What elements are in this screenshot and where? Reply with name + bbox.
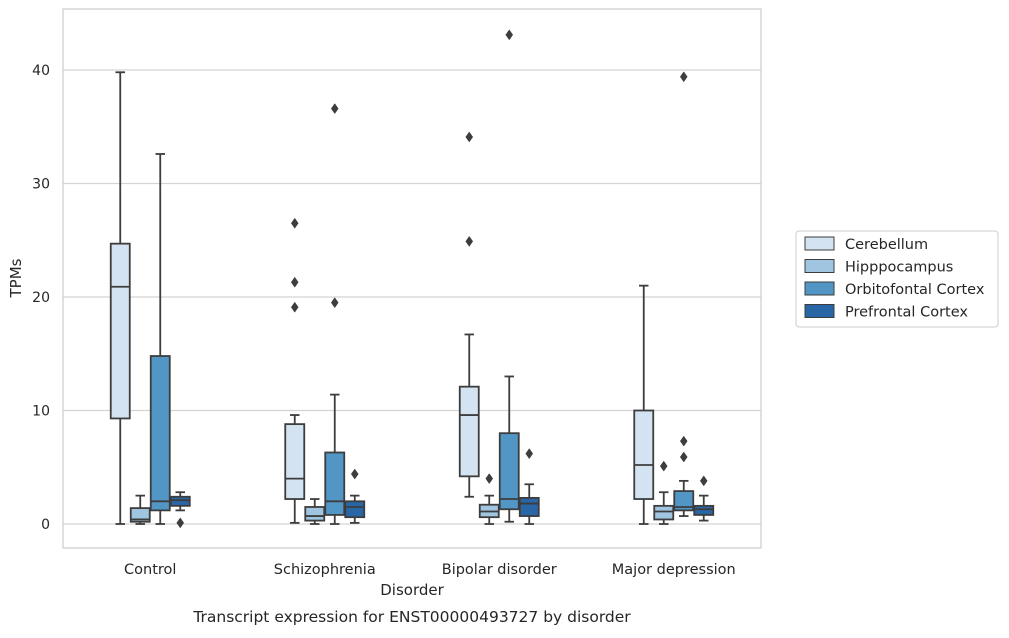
- outlier-point: [330, 297, 339, 309]
- iqr-box: [284, 423, 306, 500]
- y-tick-label: 0: [41, 517, 50, 533]
- x-tick-label: Schizophrenia: [274, 562, 376, 578]
- iqr-box: [653, 504, 675, 521]
- box-hipppocampus: [478, 473, 500, 525]
- legend-swatch: [804, 304, 835, 318]
- box-hipppocampus: [129, 494, 151, 525]
- box-cerebellum: [284, 217, 306, 524]
- outlier-point: [176, 517, 185, 529]
- outlier-point: [465, 131, 474, 143]
- iqr-box: [109, 242, 131, 420]
- legend-frame: [795, 230, 999, 328]
- outlier-point: [679, 435, 688, 447]
- y-tick-label: 30: [32, 177, 50, 193]
- iqr-box: [149, 355, 171, 512]
- y-tick-labels: 0 10 20 30 40: [32, 63, 50, 533]
- y-axis-label: TPMs: [7, 258, 25, 298]
- legend: Cerebellum Hipppocampus Orbitofontal Corte…: [795, 230, 999, 328]
- box-cerebellum: [109, 71, 131, 525]
- y-tick-label: 20: [32, 290, 50, 306]
- outlier-point: [290, 276, 299, 288]
- box-cerebellum: [633, 284, 655, 525]
- iqr-box: [169, 495, 191, 507]
- outlier-point: [290, 301, 299, 313]
- legend-swatch: [804, 259, 835, 273]
- box-prefrontal-cortex: [693, 475, 715, 522]
- box-orbitofontal-cortex: [149, 153, 171, 525]
- chart-caption: Transcript expression for ENST0000049372…: [192, 608, 631, 626]
- y-tick-label: 10: [32, 404, 50, 420]
- box-prefrontal-cortex: [344, 468, 366, 524]
- box-cerebellum: [458, 131, 480, 498]
- outlier-point: [659, 460, 668, 472]
- box-orbitofontal-cortex: [498, 29, 520, 523]
- y-tick-label: 40: [32, 63, 50, 79]
- x-tick-labels: Control Schizophrenia Bipolar disorder Majo…: [124, 562, 736, 578]
- x-tick-label: Control: [124, 562, 176, 578]
- outlier-point: [679, 71, 688, 83]
- legend-label: Cerebellum: [845, 237, 928, 253]
- outlier-point: [330, 103, 339, 115]
- legend-swatch: [804, 236, 835, 251]
- iqr-box: [458, 385, 480, 478]
- outlier-point: [505, 29, 514, 41]
- iqr-box: [693, 504, 715, 516]
- plot-area-frame: [62, 8, 762, 549]
- iqr-box: [304, 506, 326, 522]
- legend-swatch: [804, 281, 835, 296]
- box-hipppocampus: [304, 498, 326, 525]
- iqr-box: [498, 432, 520, 511]
- box-orbitofontal-cortex: [673, 71, 695, 517]
- legend-label: Prefrontal Cortex: [845, 305, 968, 321]
- x-axis-label: Disorder: [380, 581, 444, 599]
- iqr-box: [673, 490, 695, 512]
- box-hipppocampus: [653, 460, 675, 525]
- iqr-box: [518, 496, 540, 517]
- box-prefrontal-cortex: [169, 491, 191, 529]
- iqr-box: [633, 409, 655, 500]
- legend-label: Orbitofontal Cortex: [845, 282, 985, 298]
- outlier-point: [465, 235, 474, 247]
- box-orbitofontal-cortex: [324, 103, 346, 525]
- outlier-point: [485, 473, 494, 485]
- outlier-point: [525, 448, 534, 460]
- x-tick-label: Bipolar disorder: [442, 562, 557, 578]
- outlier-point: [350, 468, 359, 480]
- iqr-box: [129, 507, 151, 523]
- outlier-point: [699, 475, 708, 487]
- iqr-box: [324, 451, 346, 516]
- box-prefrontal-cortex: [518, 448, 540, 525]
- iqr-box: [344, 500, 366, 519]
- legend-label: Hipppocampus: [845, 260, 953, 276]
- legend-items: Cerebellum Hipppocampus Orbitofontal Corte…: [804, 236, 985, 321]
- boxes: [109, 29, 715, 529]
- x-tick-label: Major depression: [612, 562, 736, 578]
- outlier-point: [679, 451, 688, 463]
- outlier-point: [290, 217, 299, 229]
